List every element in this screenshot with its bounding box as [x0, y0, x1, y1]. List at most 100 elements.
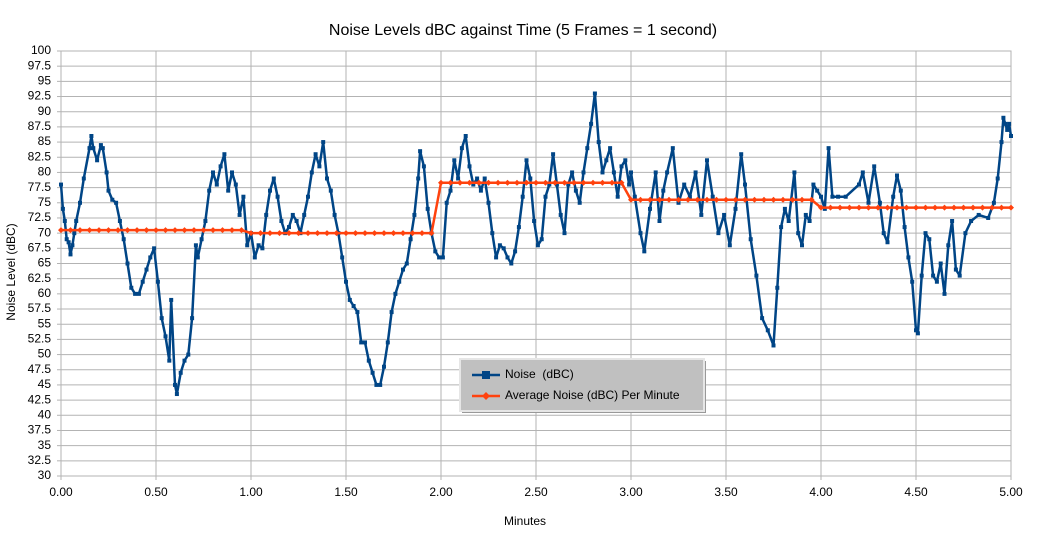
data-point — [466, 179, 473, 186]
data-point — [596, 140, 601, 145]
data-point — [857, 182, 861, 187]
data-point — [866, 200, 871, 205]
data-point — [642, 249, 647, 254]
data-point — [675, 196, 682, 203]
data-point — [637, 196, 644, 203]
data-point — [818, 204, 824, 211]
x-tick-label: 2.50 — [524, 485, 548, 499]
data-point — [95, 158, 100, 163]
data-point — [520, 194, 525, 199]
data-point — [148, 255, 153, 260]
data-point — [476, 179, 482, 186]
data-point — [324, 230, 330, 237]
data-point — [77, 227, 83, 234]
data-point — [775, 285, 780, 290]
data-point — [953, 267, 958, 272]
data-point — [656, 196, 663, 203]
data-point — [811, 182, 816, 187]
data-point — [881, 231, 886, 236]
x-tick-label: 1.00 — [239, 485, 263, 499]
data-point — [590, 179, 596, 186]
data-point — [963, 231, 968, 236]
data-point — [786, 219, 791, 223]
data-point — [203, 219, 208, 223]
data-point — [397, 279, 402, 284]
x-tick-label: 3.50 — [714, 485, 738, 499]
data-point — [401, 267, 405, 272]
data-point — [370, 370, 375, 375]
data-point — [1008, 204, 1014, 211]
data-point — [573, 188, 578, 193]
data-point — [267, 230, 273, 237]
y-tick-label: 82.5 — [28, 149, 52, 163]
data-point — [670, 146, 675, 151]
data-point — [796, 231, 801, 236]
data-point — [552, 179, 558, 186]
data-point — [408, 237, 413, 242]
data-point — [328, 188, 333, 193]
data-point — [207, 188, 212, 193]
data-point — [629, 170, 633, 175]
data-point — [995, 176, 1000, 181]
data-point — [799, 196, 805, 203]
data-point — [490, 231, 495, 236]
data-point — [751, 196, 758, 203]
data-point — [169, 297, 174, 302]
data-point — [976, 212, 981, 217]
data-point — [182, 358, 187, 363]
data-point — [914, 328, 918, 333]
data-point — [325, 176, 329, 181]
data-point — [271, 176, 276, 181]
data-point — [665, 170, 670, 175]
data-point — [363, 340, 367, 345]
data-point — [343, 230, 349, 237]
data-point — [554, 182, 559, 187]
x-tick-label: 4.50 — [904, 485, 928, 499]
data-point — [463, 134, 468, 138]
data-point — [648, 206, 652, 211]
data-point — [366, 358, 371, 363]
data-point — [657, 219, 662, 223]
data-point — [416, 176, 421, 181]
data-point — [991, 200, 996, 205]
data-point — [252, 255, 257, 260]
data-point — [516, 225, 521, 230]
legend-marker — [482, 371, 490, 379]
data-point — [539, 237, 544, 242]
data-point — [934, 279, 939, 284]
data-point — [513, 249, 518, 254]
data-point — [129, 285, 134, 290]
data-point — [124, 227, 131, 234]
data-point — [514, 179, 520, 186]
data-point — [495, 179, 501, 186]
data-point — [826, 146, 831, 151]
data-point — [782, 206, 787, 211]
data-point — [89, 134, 94, 138]
y-tick-label: 45 — [38, 377, 52, 391]
data-point — [70, 243, 75, 248]
data-point — [716, 231, 721, 236]
data-point — [78, 200, 82, 205]
data-point — [989, 204, 995, 211]
data-point — [241, 194, 246, 199]
data-point — [81, 176, 86, 181]
data-point — [808, 196, 815, 203]
y-tick-label: 40 — [38, 407, 52, 421]
data-point — [571, 179, 577, 186]
data-point — [986, 215, 991, 220]
data-point — [260, 246, 265, 251]
data-point — [389, 310, 394, 315]
data-point — [144, 267, 149, 272]
data-point — [915, 331, 920, 336]
data-point — [1001, 115, 1006, 120]
data-point — [230, 170, 234, 175]
data-point — [780, 196, 786, 203]
data-point — [287, 225, 291, 230]
data-point — [74, 219, 79, 223]
y-axis-title: Noise Level (dBC) — [4, 223, 18, 320]
data-point — [172, 227, 178, 234]
data-point — [599, 179, 606, 186]
data-point — [222, 152, 227, 157]
data-point — [317, 164, 322, 169]
